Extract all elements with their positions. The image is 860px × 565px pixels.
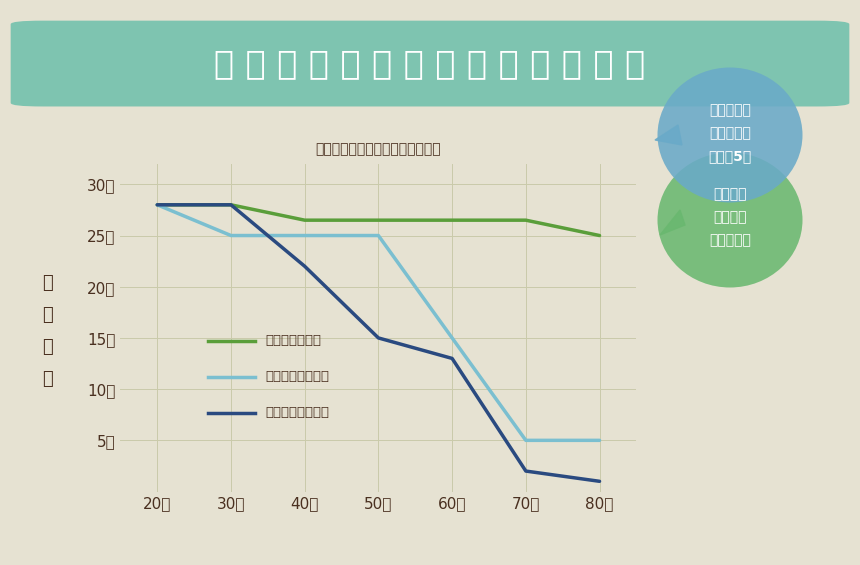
Text: 定期検診を受診: 定期検診を受診 [265,334,321,347]
Text: 残
存
歯
数: 残 存 歯 数 [42,273,52,388]
FancyBboxPatch shape [10,21,850,106]
Text: 歯磨き指導を受診: 歯磨き指導を受診 [265,370,329,384]
Title: 長崎大学・新庄教授のデータより: 長崎大学・新庄教授のデータより [316,142,441,156]
Polygon shape [655,125,682,145]
Text: 歯 科 医 院 の か か り 方 と 残 存 歯 数: 歯 科 医 院 の か か り 方 と 残 存 歯 数 [214,47,646,80]
Text: 痛いときだけ受診: 痛いときだけ受診 [265,406,329,419]
Ellipse shape [658,67,802,202]
Text: 歯磨きだけ
していても
わずか5本: 歯磨きだけ していても わずか5本 [709,103,752,163]
Polygon shape [660,210,685,235]
Text: 若い頃と
ほとんど
変わらない: 若い頃と ほとんど 変わらない [709,187,751,247]
Ellipse shape [658,153,802,288]
